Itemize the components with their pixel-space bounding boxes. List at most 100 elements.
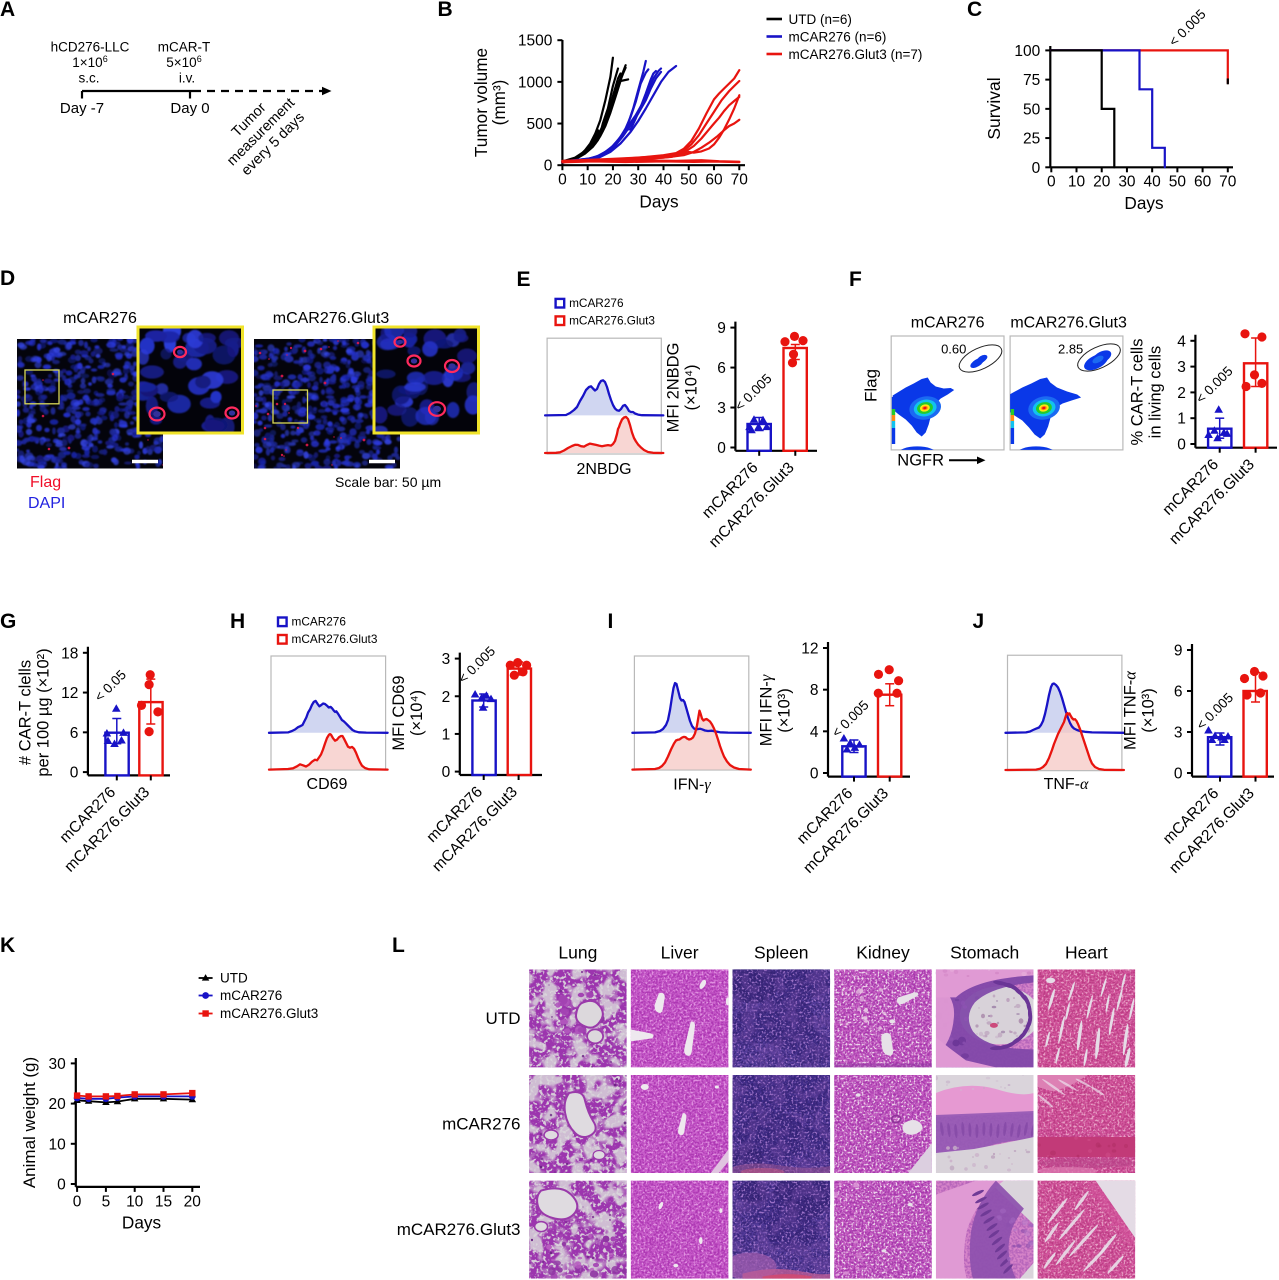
svg-text:40: 40 (655, 172, 673, 189)
svg-text:Days: Days (1124, 193, 1163, 213)
svg-text:Heart: Heart (1065, 943, 1108, 963)
svg-text:MFI CD69: MFI CD69 (390, 675, 408, 750)
svg-text:mCAR276: mCAR276 (911, 315, 985, 332)
svg-text:D: D (0, 267, 15, 290)
svg-text:UTD (n=6): UTD (n=6) (789, 12, 852, 27)
svg-text:70: 70 (731, 172, 749, 189)
svg-text:0: 0 (810, 766, 819, 783)
svg-text:TNF-α: TNF-α (1044, 776, 1089, 793)
svg-text:mCAR276: mCAR276 (220, 988, 282, 1003)
svg-text:0: 0 (717, 440, 726, 457)
svg-text:75: 75 (1023, 72, 1040, 89)
svg-text:C: C (967, 0, 982, 21)
svg-text:mCAR276: mCAR276 (442, 1115, 520, 1134)
svg-text:Day 0: Day 0 (170, 100, 209, 117)
svg-text:mCAR276.Glut3: mCAR276.Glut3 (397, 1220, 521, 1239)
svg-text:8: 8 (810, 682, 819, 699)
svg-text:mCAR276.Glut3: mCAR276.Glut3 (1010, 315, 1127, 332)
svg-text:1000: 1000 (518, 74, 553, 91)
svg-text:B: B (438, 0, 453, 21)
svg-text:3: 3 (717, 400, 726, 417)
svg-text:50: 50 (1169, 174, 1187, 191)
svg-text:10: 10 (579, 172, 597, 189)
svg-text:1: 1 (1177, 411, 1186, 428)
svg-text:DAPI: DAPI (28, 495, 65, 512)
svg-text:18: 18 (61, 645, 78, 662)
svg-text:Survival: Survival (984, 77, 1004, 139)
svg-text:mCAR276 (n=6): mCAR276 (n=6) (789, 30, 887, 45)
svg-text:30: 30 (630, 172, 648, 189)
svg-text:Scale bar: 50 µm: Scale bar: 50 µm (335, 474, 441, 490)
svg-text:500: 500 (527, 116, 553, 133)
svg-text:6: 6 (717, 360, 726, 377)
svg-text:2NBDG: 2NBDG (576, 461, 631, 478)
svg-text:< 0.05: < 0.05 (92, 667, 129, 704)
svg-text:G: G (0, 610, 16, 633)
svg-text:Day -7: Day -7 (60, 100, 104, 117)
svg-text:0: 0 (558, 172, 567, 189)
svg-text:0: 0 (70, 765, 79, 782)
svg-text:mCAR276.Glut3 (n=7): mCAR276.Glut3 (n=7) (789, 47, 923, 62)
svg-text:< 0.005: < 0.005 (829, 697, 872, 740)
svg-text:5×106: 5×106 (166, 54, 201, 70)
svg-text:mCAR-T: mCAR-T (158, 40, 211, 55)
svg-text:% CAR-T cells: % CAR-T cells (1129, 339, 1147, 446)
svg-text:10: 10 (126, 1194, 144, 1211)
svg-text:50: 50 (1023, 101, 1041, 118)
svg-text:20: 20 (184, 1194, 202, 1211)
svg-text:0: 0 (544, 158, 553, 175)
svg-text:2.85: 2.85 (1058, 342, 1083, 357)
svg-text:J: J (973, 610, 985, 633)
svg-text:mCAR276: mCAR276 (292, 615, 347, 629)
svg-text:Animal weight (g): Animal weight (g) (20, 1057, 39, 1188)
svg-text:60: 60 (705, 172, 723, 189)
svg-text:mCAR276: mCAR276 (569, 296, 624, 310)
svg-text:6: 6 (1174, 684, 1183, 701)
svg-text:(×10⁴): (×10⁴) (683, 364, 701, 410)
svg-text:(mm³): (mm³) (489, 80, 509, 126)
svg-text:30: 30 (1118, 174, 1136, 191)
svg-text:I: I (608, 610, 614, 633)
svg-text:20: 20 (1093, 174, 1111, 191)
svg-text:H: H (230, 610, 245, 633)
svg-text:Spleen: Spleen (754, 943, 809, 963)
svg-text:60: 60 (1194, 174, 1212, 191)
svg-text:F: F (849, 268, 862, 291)
svg-text:0: 0 (1032, 160, 1041, 177)
svg-text:(×10³): (×10³) (1140, 688, 1158, 732)
svg-text:MFI TNF-α: MFI TNF-α (1121, 671, 1140, 750)
svg-text:# CAR-T clells: # CAR-T clells (17, 660, 35, 765)
svg-text:Kidney: Kidney (856, 943, 910, 963)
svg-text:20: 20 (49, 1096, 67, 1113)
svg-text:5: 5 (102, 1194, 111, 1211)
svg-text:in living cells: in living cells (1147, 346, 1165, 439)
svg-text:3: 3 (1174, 725, 1183, 742)
svg-text:E: E (517, 268, 531, 291)
svg-text:CD69: CD69 (307, 776, 348, 793)
svg-text:mCAR276.Glut3: mCAR276.Glut3 (292, 632, 378, 646)
svg-text:2: 2 (1177, 385, 1186, 402)
svg-text:< 0.005: < 0.005 (1193, 690, 1236, 733)
svg-text:Days: Days (122, 1213, 161, 1233)
svg-text:Liver: Liver (661, 943, 699, 963)
svg-text:per 100 µg (×10²): per 100 µg (×10²) (35, 648, 53, 776)
svg-text:1: 1 (442, 726, 451, 743)
svg-text:< 0.005: < 0.005 (1166, 6, 1209, 49)
svg-text:i.v.: i.v. (179, 71, 195, 86)
svg-text:10: 10 (1068, 174, 1086, 191)
svg-text:Days: Days (639, 192, 678, 212)
svg-text:100: 100 (1014, 43, 1040, 60)
svg-text:IFN-γ: IFN-γ (673, 777, 711, 794)
svg-text:A: A (0, 0, 15, 21)
svg-text:MFI 2NBDG: MFI 2NBDG (665, 343, 683, 433)
svg-text:0.60: 0.60 (941, 342, 966, 357)
svg-text:40: 40 (1144, 174, 1162, 191)
svg-text:9: 9 (717, 320, 726, 337)
svg-text:6: 6 (70, 725, 79, 742)
svg-text:9: 9 (1174, 643, 1183, 660)
svg-text:< 0.005: < 0.005 (1193, 363, 1236, 406)
svg-text:12: 12 (801, 641, 818, 658)
svg-text:Flag: Flag (862, 369, 881, 402)
svg-text:s.c.: s.c. (78, 71, 99, 86)
svg-text:0: 0 (1174, 766, 1183, 783)
